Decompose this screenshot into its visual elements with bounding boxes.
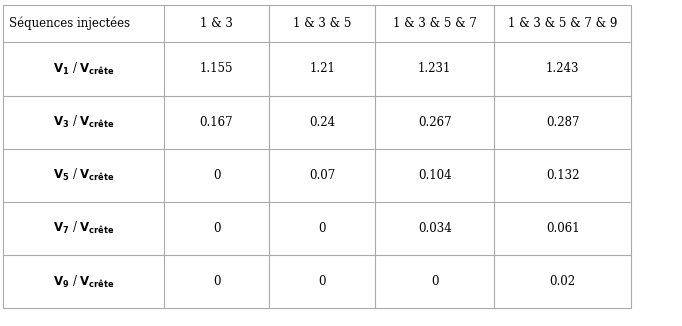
Text: 0.02: 0.02 bbox=[550, 275, 576, 288]
Text: 0.061: 0.061 bbox=[546, 222, 580, 235]
Text: 0.167: 0.167 bbox=[200, 116, 233, 128]
Text: 0: 0 bbox=[318, 222, 326, 235]
Text: 0: 0 bbox=[213, 222, 220, 235]
Text: 0: 0 bbox=[213, 275, 220, 288]
Text: $\mathbf{V_{7}}$ / $\mathbf{V}_{\mathbf{crête}}$: $\mathbf{V_{7}}$ / $\mathbf{V}_{\mathbf{… bbox=[53, 220, 115, 236]
Text: 1.21: 1.21 bbox=[310, 63, 335, 75]
Text: 1.243: 1.243 bbox=[546, 63, 580, 75]
Text: 0.287: 0.287 bbox=[546, 116, 580, 128]
Text: 0.034: 0.034 bbox=[418, 222, 451, 235]
Text: 0: 0 bbox=[431, 275, 439, 288]
Text: $\mathbf{V_{1}}$ / $\mathbf{V}_{\mathbf{crête}}$: $\mathbf{V_{1}}$ / $\mathbf{V}_{\mathbf{… bbox=[53, 61, 115, 77]
Text: 0.104: 0.104 bbox=[418, 169, 451, 182]
Text: 0: 0 bbox=[213, 169, 220, 182]
Text: 0.267: 0.267 bbox=[418, 116, 451, 128]
Text: 0: 0 bbox=[318, 275, 326, 288]
Text: $\mathbf{V_{9}}$ / $\mathbf{V}_{\mathbf{crête}}$: $\mathbf{V_{9}}$ / $\mathbf{V}_{\mathbf{… bbox=[53, 274, 115, 289]
Text: 1.231: 1.231 bbox=[418, 63, 451, 75]
Text: 1 & 3 & 5 & 7: 1 & 3 & 5 & 7 bbox=[393, 17, 477, 30]
Text: $\mathbf{V_{3}}$ / $\mathbf{V}_{\mathbf{crête}}$: $\mathbf{V_{3}}$ / $\mathbf{V}_{\mathbf{… bbox=[53, 114, 115, 130]
Text: Séquences injectées: Séquences injectées bbox=[9, 17, 130, 30]
Text: 0.07: 0.07 bbox=[309, 169, 336, 182]
Text: 1 & 3: 1 & 3 bbox=[200, 17, 233, 30]
Text: 0.132: 0.132 bbox=[546, 169, 580, 182]
Text: $\mathbf{V_{5}}$ / $\mathbf{V}_{\mathbf{crête}}$: $\mathbf{V_{5}}$ / $\mathbf{V}_{\mathbf{… bbox=[53, 167, 115, 183]
Text: 0.24: 0.24 bbox=[309, 116, 336, 128]
Text: 1 & 3 & 5: 1 & 3 & 5 bbox=[293, 17, 351, 30]
Text: 1.155: 1.155 bbox=[200, 63, 233, 75]
Text: 1 & 3 & 5 & 7 & 9: 1 & 3 & 5 & 7 & 9 bbox=[508, 17, 617, 30]
